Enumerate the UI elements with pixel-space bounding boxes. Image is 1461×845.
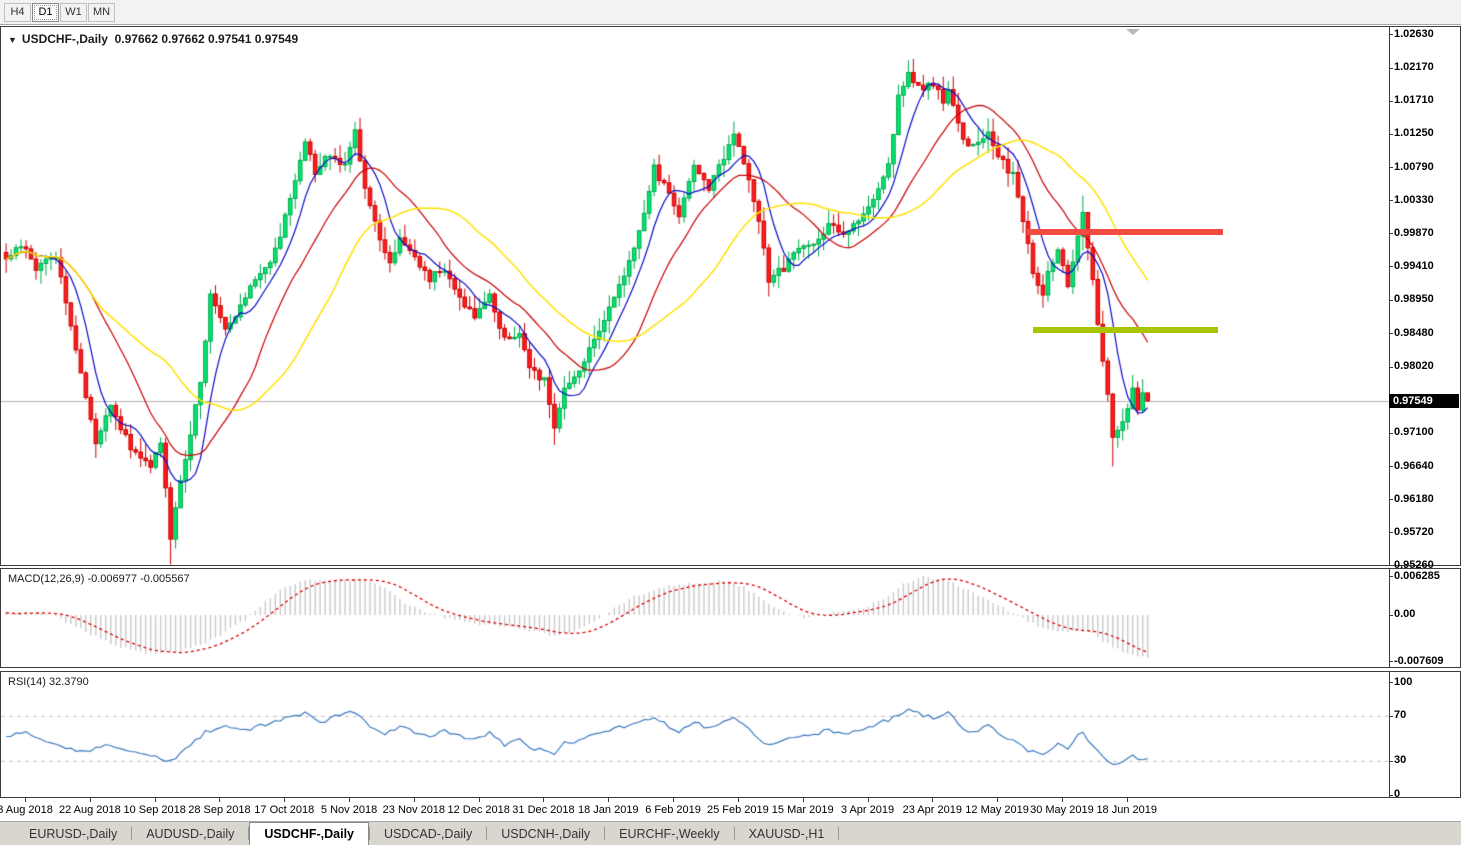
time-axis-tick — [349, 798, 351, 802]
time-axis-label: 12 Dec 2018 — [447, 804, 510, 816]
time-axis-tick — [737, 798, 739, 802]
tab-separator — [248, 827, 250, 840]
time-axis-label: 15 Mar 2019 — [771, 804, 834, 816]
time-axis-label: 5 Nov 2018 — [320, 804, 378, 816]
chart-tab-bar: EURUSD-,Daily AUDUSD-,Daily USDCHF-,Daily U… — [0, 822, 1461, 845]
time-axis-label: 18 Jan 2019 — [578, 804, 639, 816]
price-chart-canvas[interactable] — [1, 27, 1389, 565]
tab-separator — [131, 827, 133, 840]
time-axis-label: 6 Feb 2019 — [645, 804, 701, 816]
macd-indicator-panel: MACD(12,26,9) -0.006977 -0.005567 — [0, 568, 1461, 668]
time-axis-tick — [25, 798, 27, 802]
time-axis-tick — [219, 798, 221, 802]
time-axis-label: 17 Oct 2018 — [254, 804, 315, 816]
time-axis-tick — [284, 798, 286, 802]
time-axis-label: 23 Apr 2019 — [902, 804, 962, 816]
time-axis-tick — [543, 798, 545, 802]
time-axis-tick — [154, 798, 156, 802]
time-axis-label: 30 May 2019 — [1030, 804, 1094, 816]
time-axis-label: 25 Feb 2019 — [707, 804, 769, 816]
time-axis-tick — [932, 798, 934, 802]
chart-tab-eurchf-weekly[interactable]: EURCHF-,Weekly — [619, 826, 720, 841]
rsi-label: RSI(14) 32.3790 — [8, 676, 89, 688]
chart-tab-xauusd-h1[interactable]: XAUUSD-,H1 — [748, 826, 825, 841]
timeframe-button-h4[interactable]: H4 — [4, 2, 31, 22]
time-axis: 3 Aug 2018 22 Aug 2018 10 Sep 2018 28 Sep 2… — [0, 798, 1461, 821]
time-axis-label: 3 Aug 2018 — [0, 804, 53, 816]
timeframe-button-w1[interactable]: W1 — [60, 2, 87, 22]
time-axis-tick — [89, 798, 91, 802]
time-axis-tick — [478, 798, 480, 802]
chart-tab-usdchf-daily[interactable]: USDCHF-,Daily — [249, 822, 369, 845]
time-axis-label: 18 Jun 2019 — [1096, 804, 1157, 816]
chart-title-row: ▼ USDCHF-,Daily 0.97662 0.97662 0.97541 0… — [8, 32, 298, 46]
time-axis-tick — [413, 798, 415, 802]
rsi-indicator-panel: RSI(14) 32.3790 — [0, 671, 1461, 798]
time-axis-label: 3 Apr 2019 — [840, 804, 895, 816]
time-axis-label: 23 Nov 2018 — [382, 804, 446, 816]
macd-label: MACD(12,26,9) -0.006977 -0.005567 — [8, 573, 190, 585]
chart-symbol-title: USDCHF-,Daily — [21, 32, 108, 46]
timeframe-toolbar: H4 D1 W1 MN — [0, 0, 1461, 25]
time-axis-tick — [997, 798, 999, 802]
time-axis-label: 10 Sep 2018 — [123, 804, 186, 816]
macd-axis-divider — [1389, 569, 1390, 667]
timeframe-button-mn[interactable]: MN — [88, 2, 115, 22]
time-axis-tick — [673, 798, 675, 802]
macd-canvas[interactable] — [1, 569, 1389, 667]
tab-separator — [838, 827, 840, 840]
time-axis-tick — [867, 798, 869, 802]
time-axis-tick — [1061, 798, 1063, 802]
tab-separator — [733, 827, 735, 840]
tabbar-separator-line — [0, 821, 1461, 822]
rsi-canvas[interactable] — [1, 672, 1389, 797]
tab-separator — [369, 827, 370, 840]
timeframe-button-d1[interactable]: D1 — [32, 2, 59, 22]
collapse-chart-icon[interactable]: ▼ — [8, 35, 17, 45]
chart-tab-usdcnh-daily[interactable]: USDCNH-,Daily — [501, 826, 591, 841]
time-axis-label: 28 Sep 2018 — [188, 804, 251, 816]
time-axis-label: 12 May 2019 — [965, 804, 1029, 816]
chart-ohlc-values: 0.97662 0.97662 0.97541 0.97549 — [114, 32, 299, 46]
chart-tab-audusd-daily[interactable]: AUDUSD-,Daily — [146, 826, 235, 841]
price-chart-panel: ▼ USDCHF-,Daily 0.97662 0.97662 0.97541 0… — [0, 26, 1461, 566]
time-axis-tick — [1126, 798, 1128, 802]
tab-separator — [604, 827, 606, 840]
price-axis-divider — [1389, 27, 1390, 565]
time-axis-label: 31 Dec 2018 — [512, 804, 575, 816]
tab-separator — [486, 827, 488, 840]
time-axis-tick — [802, 798, 804, 802]
time-axis-label: 22 Aug 2018 — [58, 804, 121, 816]
chart-tab-usdcad-daily[interactable]: USDCAD-,Daily — [384, 826, 473, 841]
rsi-axis-divider — [1389, 672, 1390, 797]
chart-tab-eurusd-daily[interactable]: EURUSD-,Daily — [29, 826, 118, 841]
time-axis-tick — [608, 798, 610, 802]
